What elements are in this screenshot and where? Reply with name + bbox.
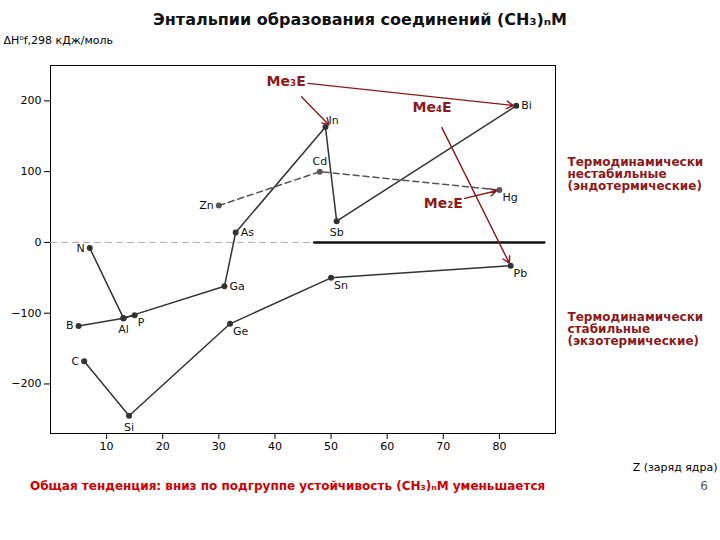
svg-text:Sn: Sn (334, 279, 348, 292)
html-text:Энтальпии образования соединен: Энтальпии образования соединений (CH₃)ₙM (153, 10, 567, 29)
svg-text:60: 60 (380, 440, 394, 453)
svg-text:80: 80 (492, 440, 506, 453)
svg-text:P: P (138, 316, 145, 329)
svg-text:50: 50 (324, 440, 338, 453)
svg-text:ΔH⁰f,298 кДж/моль: ΔH⁰f,298 кДж/моль (4, 34, 113, 47)
svg-text:C: C (71, 355, 79, 368)
svg-text:Si: Si (124, 421, 134, 434)
svg-text:200: 200 (21, 94, 42, 107)
svg-text:Ge: Ge (233, 325, 249, 338)
svg-text:Zn: Zn (199, 199, 214, 212)
svg-text:Al: Al (118, 323, 129, 336)
svg-text:40: 40 (268, 440, 282, 453)
svg-text:Hg: Hg (502, 191, 517, 204)
svg-text:Pb: Pb (514, 267, 528, 280)
svg-text:10: 10 (100, 440, 114, 453)
svg-text:Me₂E: Me₂E (424, 195, 463, 211)
svg-text:−200: −200 (11, 377, 41, 390)
svg-text:−100: −100 (11, 307, 41, 320)
svg-text:Термодинамическистабильные(экз: Термодинамическистабильные(экзотермическ… (568, 310, 704, 348)
svg-text:Bi: Bi (521, 99, 532, 112)
svg-text:In: In (328, 114, 338, 127)
svg-text:Ga: Ga (229, 280, 244, 293)
svg-text:Me₄E: Me₄E (412, 99, 451, 115)
svg-text:N: N (77, 242, 85, 255)
svg-text:B: B (66, 319, 74, 332)
svg-text:0: 0 (35, 236, 42, 249)
svg-text:As: As (241, 226, 255, 239)
svg-text:Z (заряд ядра): Z (заряд ядра) (633, 461, 718, 474)
svg-text:Sb: Sb (330, 226, 344, 239)
svg-text:100: 100 (21, 165, 42, 178)
svg-text:20: 20 (156, 440, 170, 453)
svg-text:Me₃E: Me₃E (267, 73, 306, 89)
svg-text:Cd: Cd (312, 155, 327, 168)
svg-text:70: 70 (436, 440, 450, 453)
svg-text:30: 30 (212, 440, 226, 453)
html-text:6: 6 (700, 479, 708, 493)
html-text:Общая тенденция: вниз по подгр: Общая тенденция: вниз по подгруппе устой… (30, 479, 546, 493)
svg-text:Термодинамическинестабильные(э: Термодинамическинестабильные(эндотермиче… (568, 155, 704, 193)
